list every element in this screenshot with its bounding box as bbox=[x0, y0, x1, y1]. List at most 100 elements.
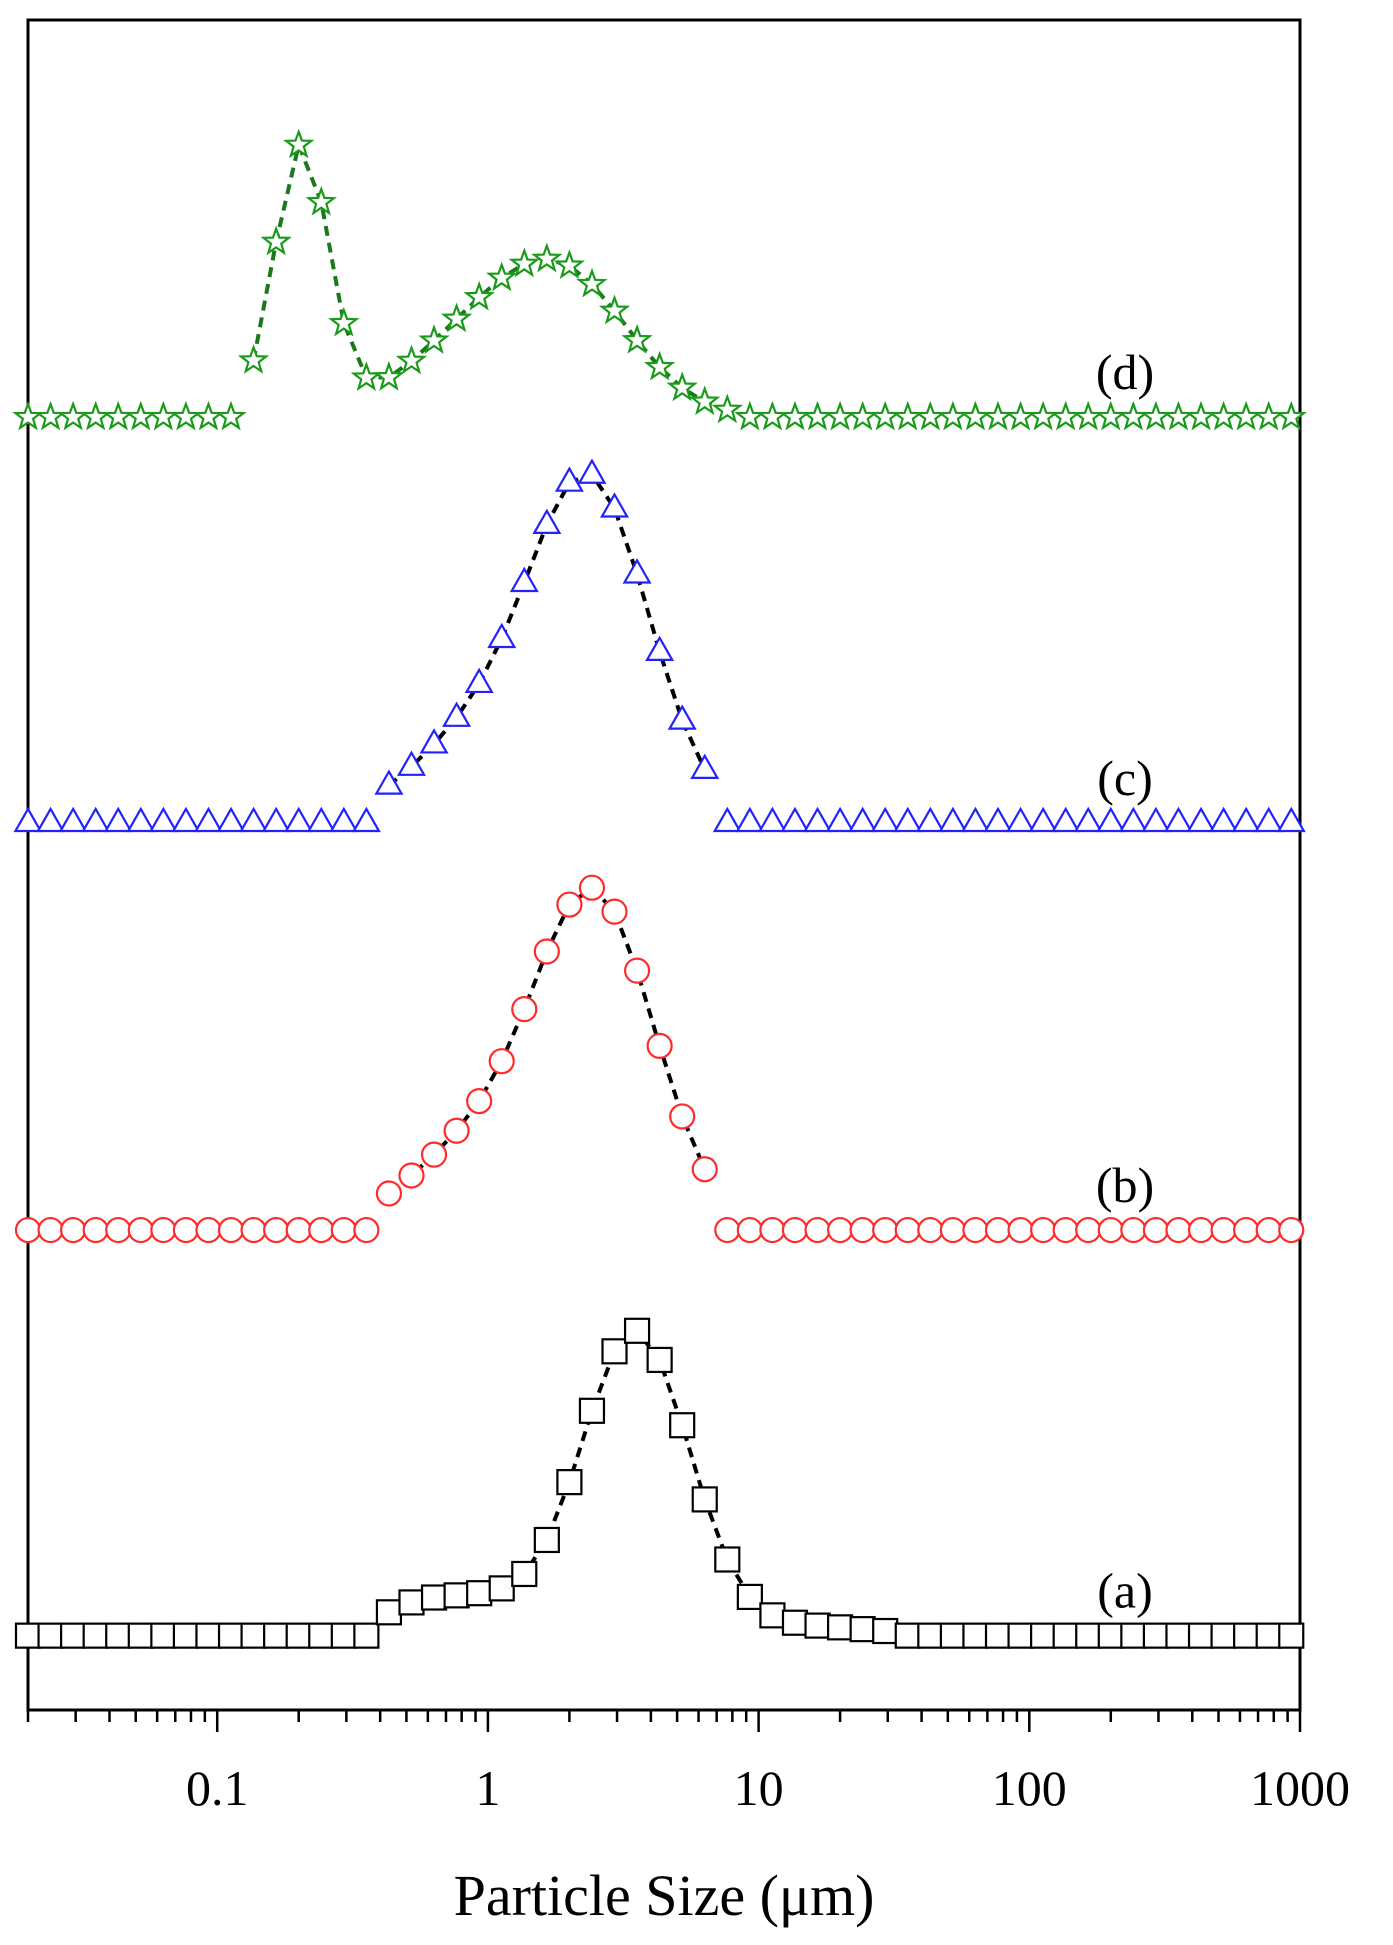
data-point bbox=[463, 280, 495, 311]
data-point bbox=[1075, 1622, 1102, 1649]
data-point bbox=[780, 806, 810, 833]
data-point bbox=[646, 1032, 673, 1059]
data-point bbox=[150, 1622, 177, 1649]
data-point bbox=[984, 1216, 1012, 1244]
data-point bbox=[308, 1216, 335, 1244]
data-point bbox=[217, 1622, 245, 1649]
data-point bbox=[1186, 806, 1216, 833]
data-point bbox=[623, 1317, 651, 1344]
data-point bbox=[915, 806, 945, 833]
data-point bbox=[172, 1216, 200, 1244]
series-circle bbox=[14, 874, 1305, 1244]
data-point bbox=[1278, 1622, 1305, 1649]
data-point bbox=[556, 891, 583, 918]
data-point bbox=[1118, 806, 1148, 833]
data-point bbox=[1278, 1216, 1305, 1244]
data-point bbox=[237, 344, 270, 374]
data-point bbox=[714, 1216, 741, 1244]
data-point bbox=[667, 704, 697, 730]
data-point bbox=[824, 400, 856, 431]
data-point bbox=[103, 806, 133, 833]
data-point bbox=[1095, 400, 1127, 431]
data-point bbox=[353, 1622, 380, 1649]
data-point bbox=[643, 350, 676, 381]
data-point bbox=[150, 1216, 177, 1244]
data-point bbox=[147, 400, 180, 431]
data-point bbox=[779, 400, 811, 431]
data-point bbox=[58, 806, 88, 833]
data-point bbox=[712, 806, 742, 833]
data-point bbox=[1255, 1216, 1282, 1244]
data-point bbox=[263, 1216, 290, 1244]
data-point bbox=[1233, 1216, 1260, 1244]
data-point bbox=[443, 1117, 470, 1144]
data-point bbox=[578, 1397, 606, 1424]
data-point bbox=[79, 400, 112, 431]
data-point bbox=[148, 806, 178, 833]
data-point bbox=[938, 806, 968, 833]
x-axis-ticks bbox=[26, 1710, 1302, 1732]
data-point bbox=[14, 1622, 42, 1649]
data-point bbox=[781, 1216, 809, 1244]
data-point bbox=[1210, 1622, 1237, 1649]
data-point bbox=[1052, 1622, 1079, 1649]
data-point bbox=[486, 261, 518, 292]
data-point bbox=[872, 1617, 899, 1645]
data-point bbox=[1142, 1622, 1170, 1649]
data-point bbox=[939, 1216, 966, 1244]
data-point bbox=[375, 1180, 403, 1207]
data-point bbox=[126, 806, 156, 833]
data-point bbox=[894, 1216, 921, 1244]
data-point bbox=[285, 1622, 312, 1649]
data-point bbox=[442, 701, 472, 727]
x-tick-label: 100 bbox=[992, 1760, 1067, 1816]
fit-line bbox=[251, 138, 728, 412]
data-point bbox=[105, 1216, 132, 1244]
data-point bbox=[105, 1622, 132, 1649]
data-point bbox=[466, 1580, 493, 1607]
data-point bbox=[1254, 806, 1284, 833]
data-point bbox=[962, 1216, 989, 1244]
data-point bbox=[374, 769, 404, 795]
data-point bbox=[127, 1216, 154, 1244]
data-point bbox=[193, 806, 223, 833]
data-point bbox=[1006, 806, 1036, 833]
data-point bbox=[1162, 400, 1195, 431]
data-point bbox=[419, 728, 449, 754]
data-point bbox=[1117, 400, 1150, 431]
data-point bbox=[261, 806, 291, 833]
data-point bbox=[351, 806, 381, 833]
data-point bbox=[1030, 1216, 1057, 1244]
data-point bbox=[577, 458, 607, 484]
data-point bbox=[623, 957, 651, 984]
data-point bbox=[1140, 400, 1172, 431]
data-point bbox=[350, 361, 382, 392]
data-point bbox=[1096, 806, 1126, 833]
data-point bbox=[1165, 1622, 1192, 1649]
data-point bbox=[870, 806, 900, 833]
data-point bbox=[532, 508, 562, 534]
x-axis-title: Particle Size (μm) bbox=[454, 1863, 875, 1928]
data-point bbox=[308, 1622, 335, 1649]
data-point bbox=[939, 1622, 966, 1649]
data-point bbox=[82, 1216, 109, 1244]
data-point bbox=[825, 806, 855, 833]
data-point bbox=[691, 1156, 718, 1183]
data-point bbox=[1185, 400, 1217, 431]
data-point bbox=[37, 1216, 64, 1244]
data-point bbox=[711, 393, 744, 424]
data-point bbox=[1210, 1216, 1237, 1244]
curve-label: (d) bbox=[1096, 344, 1154, 400]
data-point bbox=[1097, 1216, 1124, 1244]
data-point bbox=[440, 302, 473, 333]
data-point bbox=[826, 1614, 854, 1641]
data-point bbox=[556, 1469, 583, 1496]
data-point bbox=[553, 249, 586, 280]
plot-frame bbox=[26, 18, 1302, 1712]
data-point bbox=[669, 1103, 696, 1130]
data-point bbox=[1007, 1216, 1034, 1244]
data-point bbox=[420, 1584, 448, 1611]
data-point bbox=[691, 1486, 718, 1513]
data-point bbox=[36, 806, 66, 833]
